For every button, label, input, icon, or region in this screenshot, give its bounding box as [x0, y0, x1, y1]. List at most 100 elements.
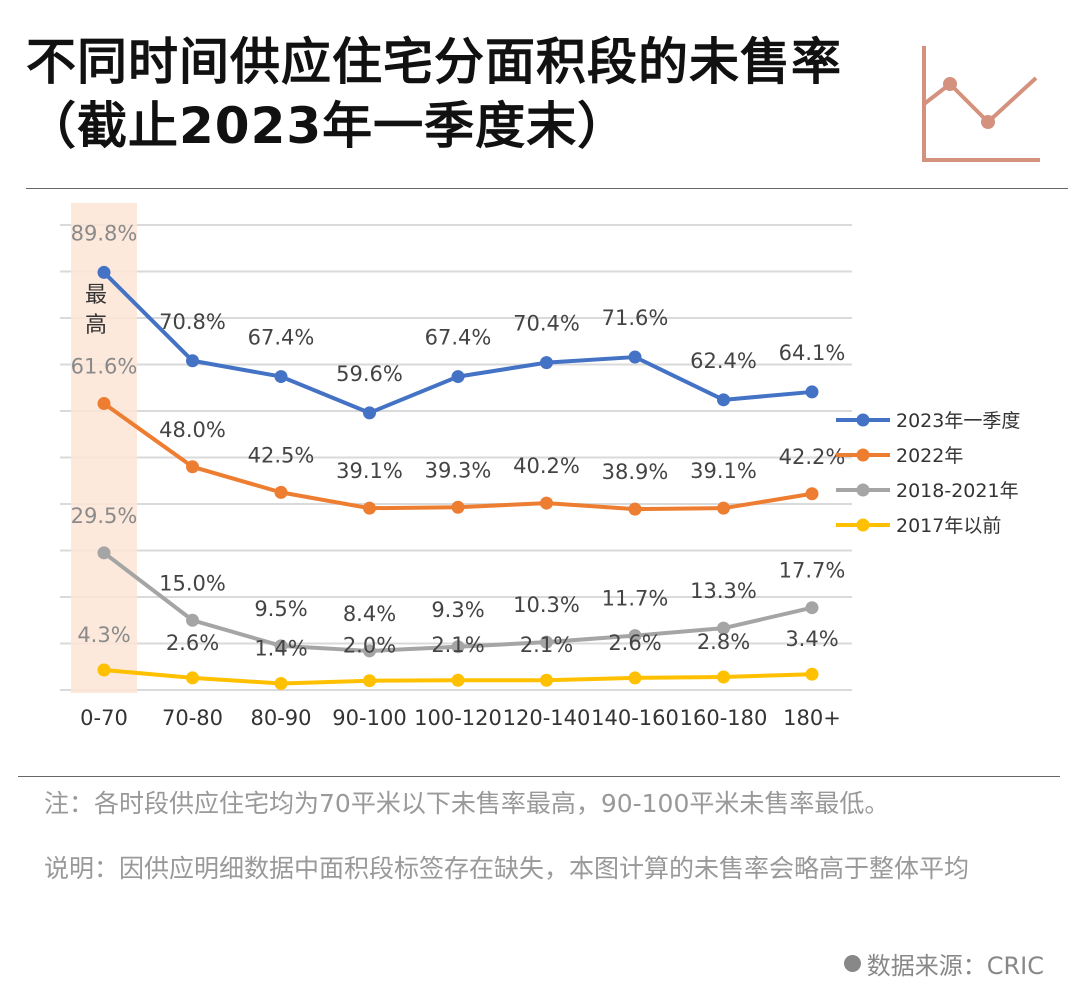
data-label: 13.3%: [690, 579, 757, 603]
legend-label: 2022年: [896, 445, 963, 467]
data-point: [274, 639, 288, 653]
data-point: [805, 601, 819, 615]
data-label: 39.3%: [425, 458, 492, 482]
source-text: 数据来源：CRIC: [866, 952, 1044, 980]
data-point: [805, 667, 819, 681]
source-credit: 数据来源：CRIC: [843, 946, 1044, 981]
data-point: [274, 370, 288, 384]
data-point: [451, 673, 465, 687]
data-label: 42.5%: [248, 443, 315, 467]
data-point: [186, 460, 199, 474]
data-label: 59.6%: [336, 362, 403, 386]
data-label: 61.6%: [71, 355, 138, 379]
data-point: [363, 644, 376, 658]
data-point: [451, 640, 465, 654]
data-point: [805, 487, 819, 501]
data-point: [451, 500, 465, 514]
data-point: [363, 674, 376, 688]
data-point: [628, 671, 642, 685]
data-label: 2.1%: [431, 633, 484, 657]
data-label: 29.5%: [71, 504, 138, 528]
legend-swatch-dot: [856, 413, 870, 427]
data-label: 2.1%: [520, 633, 573, 657]
data-label: 89.8%: [71, 221, 138, 245]
note-conclusion: 注：各时段供应住宅均为70平米以下未售率最高，90-100平米未售率最低。: [44, 789, 890, 818]
line-chart-icon: [922, 46, 1040, 162]
data-label: 8.4%: [343, 602, 396, 626]
highlight-label: 最: [85, 283, 107, 308]
legend-swatch-dot: [856, 518, 870, 532]
footer-divider: [18, 776, 1060, 777]
highlight-label: 高: [85, 313, 107, 338]
data-label: 67.4%: [425, 326, 492, 350]
x-tick-label: 0-70: [80, 706, 128, 730]
legend-label: 2018-2021年: [896, 480, 1019, 502]
data-label: 10.3%: [513, 593, 580, 617]
data-label: 3.4%: [785, 627, 838, 651]
line-chart-icon-line: [922, 76, 1038, 124]
data-label: 15.0%: [159, 571, 226, 595]
data-label: 48.0%: [159, 418, 226, 442]
data-point: [717, 621, 730, 635]
data-label: 70.8%: [159, 310, 226, 334]
data-label: 67.4%: [248, 326, 315, 350]
data-point: [186, 613, 199, 627]
x-tick-label: 140-160: [591, 706, 679, 730]
highlight-band: 最高: [71, 203, 137, 693]
x-tick-label: 180+: [783, 706, 841, 730]
data-point: [540, 496, 553, 510]
data-point: [97, 265, 111, 279]
data-point: [628, 502, 642, 516]
data-label: 2.6%: [166, 631, 219, 655]
line-chart-icon-dot: [981, 115, 995, 129]
data-point: [274, 676, 288, 690]
data-point: [540, 673, 553, 687]
data-label: 39.1%: [690, 459, 757, 483]
data-label: 1.4%: [254, 636, 307, 660]
data-label: 71.6%: [602, 306, 669, 330]
data-point: [451, 370, 465, 384]
highlight-band-rect: [71, 203, 137, 693]
legend-label: 2017年以前: [896, 515, 1001, 537]
data-point: [97, 397, 111, 411]
series-lines: [97, 265, 819, 690]
data-label: 42.2%: [779, 445, 846, 469]
data-label: 9.3%: [431, 598, 484, 622]
data-label: 17.7%: [779, 559, 846, 583]
data-label: 4.3%: [77, 623, 130, 647]
data-label: 2.6%: [608, 631, 661, 655]
data-labels: 89.8% 70.8% 67.4% 59.6% 67.4% 70.4% 71.6% 62.4%…: [71, 221, 846, 660]
header-divider: [26, 188, 1068, 189]
data-point: [717, 670, 730, 684]
data-point: [97, 663, 111, 677]
data-point: [540, 356, 553, 370]
x-tick-label: 120-140: [503, 706, 591, 730]
source-bullet-icon: [843, 955, 861, 972]
data-point: [186, 354, 199, 368]
x-tick-label: 70-80: [162, 706, 223, 730]
data-label: 9.5%: [254, 597, 307, 621]
data-label: 62.4%: [690, 349, 757, 373]
line-chart-icon-dot: [943, 77, 957, 91]
data-point: [363, 501, 376, 515]
data-point: [363, 406, 376, 420]
note-explanation: 说明：因供应明细数据中面积段标签存在缺失，本图计算的未售率会略高于整体平均: [44, 854, 970, 883]
line-chart-icon-axes: [922, 46, 1040, 162]
data-point: [628, 350, 642, 364]
data-label: 11.7%: [602, 587, 669, 611]
data-label: 2.0%: [343, 634, 396, 658]
data-label: 2.8%: [697, 630, 750, 654]
x-axis: 0-70 70-80 80-90 90-100 100-120 120-140 140-16…: [80, 706, 841, 730]
data-label: 39.1%: [336, 459, 403, 483]
data-label: 64.1%: [779, 341, 846, 365]
data-label: 38.9%: [602, 460, 669, 484]
data-point: [628, 629, 642, 643]
legend-label: 2023年一季度: [896, 410, 1020, 432]
page-title: 不同时间供应住宅分面积段的未售率（截止2023年一季度末）: [26, 33, 842, 155]
data-point: [274, 485, 288, 499]
data-point: [717, 501, 730, 515]
legend-swatch-dot: [856, 483, 870, 497]
data-point: [540, 635, 553, 649]
data-label: 40.2%: [513, 454, 580, 478]
legend: 2023年一季度 2022年 2018-2021年 2017年以前: [836, 410, 1020, 537]
